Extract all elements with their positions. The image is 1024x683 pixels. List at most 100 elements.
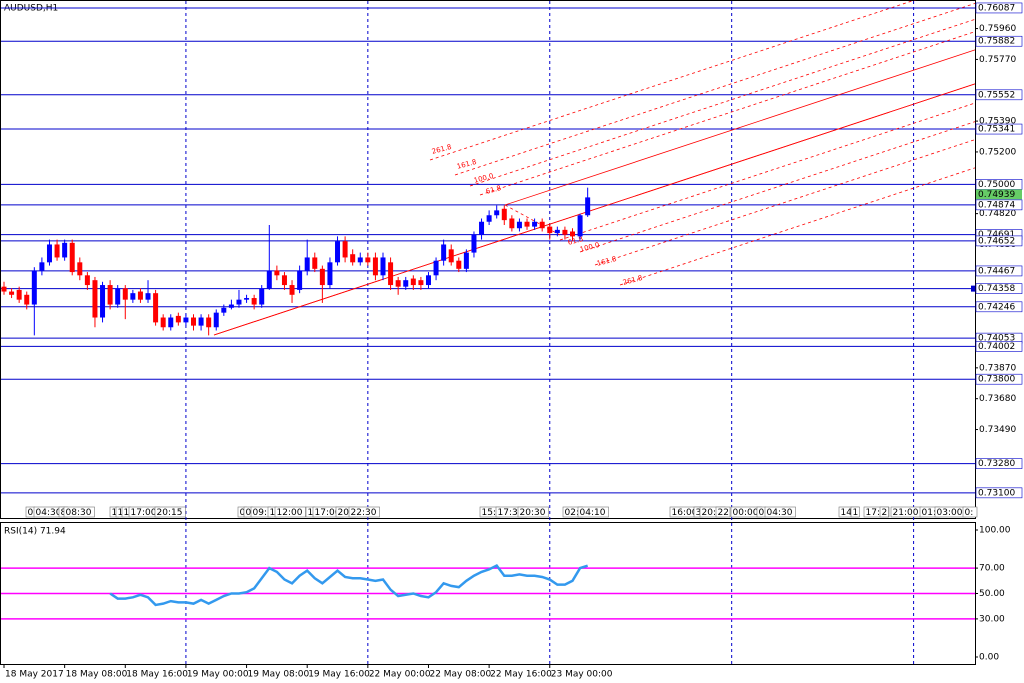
level-label: 0.75882 [978, 37, 1015, 47]
candle-body [244, 298, 250, 300]
level-label: 0.74246 [978, 302, 1015, 312]
y-tick-label: 0.73490 [979, 425, 1016, 435]
time-tag: 21:00 [893, 508, 919, 518]
time-tag: 04:30 [36, 508, 62, 518]
candle-body [137, 291, 143, 300]
time-tag: 03:00 [937, 508, 963, 518]
y-tick-label: 30.00 [979, 614, 1005, 624]
candle-body [479, 221, 485, 235]
level-label: 0.75552 [978, 90, 1015, 100]
level-label: 0.75000 [978, 180, 1015, 190]
candle-body [312, 257, 318, 269]
time-tag: 0 [240, 508, 246, 518]
time-tag: 04:10 [580, 508, 606, 518]
time-tag-box [962, 506, 978, 518]
candle-body [410, 278, 416, 286]
candle-body [539, 221, 545, 229]
fib-label: 61.8 [567, 235, 584, 247]
fib-channel-line [559, 102, 976, 241]
candle-body [100, 285, 106, 318]
candle-body [213, 312, 219, 328]
y-tick-label: 70.00 [979, 564, 1005, 574]
candle-body [160, 317, 166, 328]
fib-channel-line [469, 18, 976, 187]
level-label: 0.73100 [978, 488, 1015, 498]
candle-body [62, 242, 68, 258]
candle-body [335, 241, 341, 263]
level-label: 0.76087 [978, 3, 1015, 13]
candle-body [297, 270, 303, 290]
x-tick-label: 22 May 08:00 [429, 670, 491, 680]
candle-body [115, 288, 121, 305]
level-label: 0.74358 [978, 284, 1015, 294]
fib-channel-line [479, 31, 976, 196]
price-panel [0, 0, 976, 519]
x-tick-label: 19 May 08:00 [248, 670, 310, 680]
candle-body [501, 208, 507, 221]
candle-body [570, 231, 575, 237]
level-label: 0.74691 [978, 230, 1015, 240]
x-tick-label: 18 May 08:00 [66, 670, 128, 680]
time-tag: 3 [696, 508, 702, 518]
time-tag-box [348, 506, 380, 518]
time-tag-box [850, 506, 860, 518]
level-label: 0.73280 [978, 459, 1015, 469]
candle-body [516, 221, 522, 229]
time-tag: 1 [308, 508, 314, 518]
y-tick-label: 100.00 [979, 526, 1011, 536]
level-label: 0.73800 [978, 375, 1015, 385]
candle-body [388, 262, 394, 286]
candle-body [547, 226, 553, 234]
rsi-line [109, 563, 589, 607]
candle-body [585, 197, 591, 216]
time-tag: 02: [565, 508, 579, 518]
candle-body [554, 229, 560, 234]
time-tag: 1 [124, 508, 130, 518]
time-tag: 17:3 [866, 508, 886, 518]
level-label-box [975, 487, 1023, 499]
time-tag: 22:30 [351, 508, 377, 518]
level-label-box [975, 341, 1023, 352]
candle-body [342, 241, 348, 258]
time-tag: 00:00 [733, 508, 759, 518]
time-tag-box [517, 506, 549, 518]
candle-body [372, 257, 378, 276]
level-label: 0.75341 [978, 125, 1015, 135]
candle-body [577, 215, 583, 237]
time-tag: 1 [270, 508, 276, 518]
x-tick-label: 19 May 16:00 [308, 670, 370, 680]
time-tag: 15: [482, 508, 496, 518]
candle-body [9, 291, 15, 295]
time-tag: 0 [246, 508, 252, 518]
level-label: 0.74874 [978, 200, 1015, 210]
candle-body [191, 317, 196, 326]
time-tag: 04:30 [767, 508, 793, 518]
y-tick-label: 0.73680 [979, 394, 1016, 404]
x-tick-label: 19 May 00:00 [187, 670, 249, 680]
candle-body [175, 315, 181, 323]
x-tick-label: 18 May 16:00 [126, 670, 188, 680]
candle-body [107, 285, 113, 305]
level-label-box [975, 123, 1023, 135]
candle-body [486, 215, 492, 222]
y-tick-label: 0.74820 [979, 209, 1016, 219]
candle-body [145, 293, 151, 300]
time-tag: 09: [253, 508, 267, 518]
time-tag-box [577, 506, 609, 518]
time-tag: 0 [759, 508, 765, 518]
time-tag: 1 [118, 508, 124, 518]
candle-body [84, 275, 90, 286]
candle-body [198, 317, 204, 326]
level-label: 0.74467 [978, 266, 1015, 276]
candle-body [24, 294, 30, 305]
level-label-box [975, 199, 1023, 211]
candle-body [403, 280, 409, 287]
candle-body [153, 293, 159, 323]
level-label-box [975, 458, 1023, 469]
candle-body [122, 288, 128, 300]
candle-body [221, 307, 227, 313]
candle-body [350, 254, 356, 263]
x-tick-label: 18 May 2017 [5, 670, 64, 680]
y-tick-label: 0.75770 [979, 55, 1016, 65]
